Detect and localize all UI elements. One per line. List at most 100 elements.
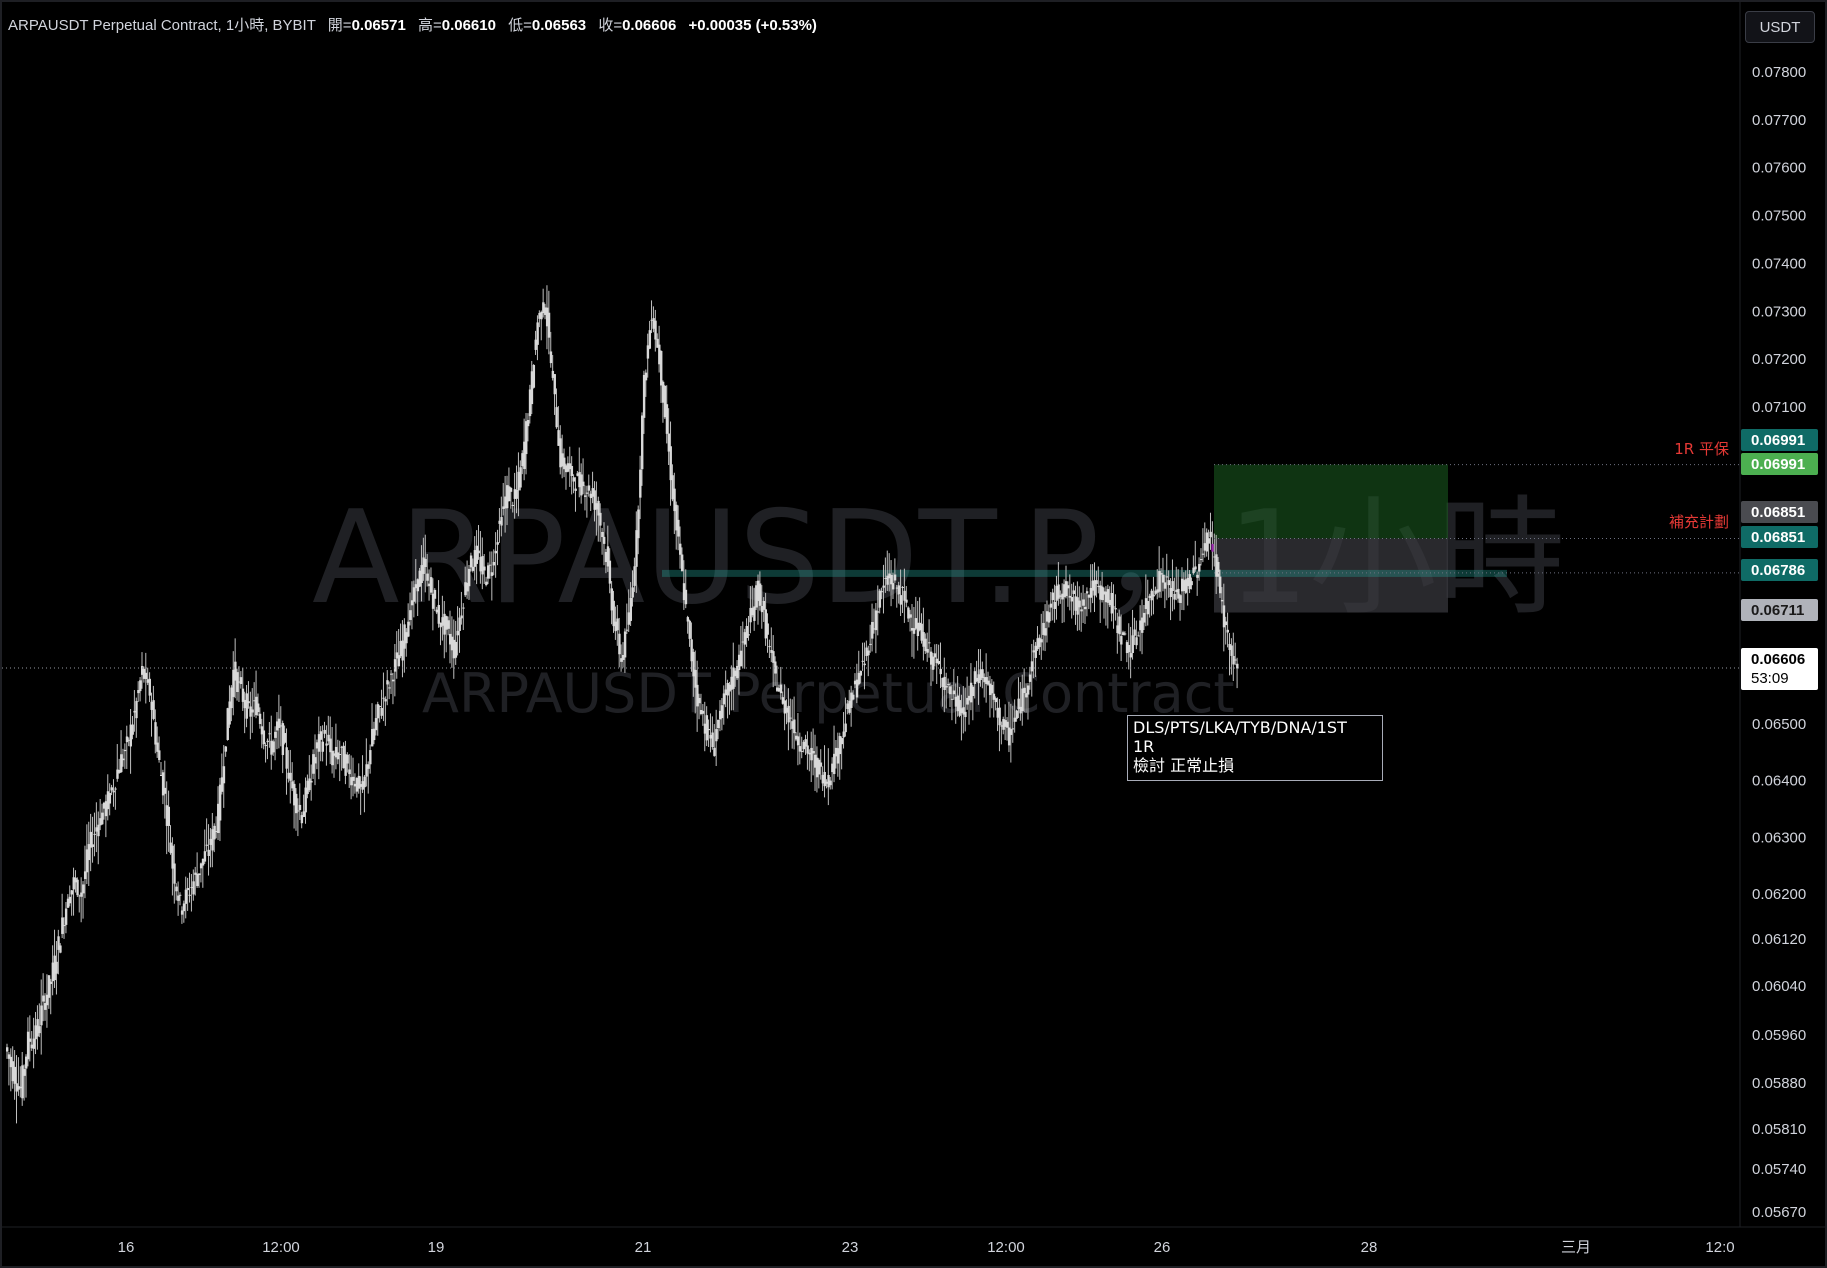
candle-body — [310, 780, 313, 783]
candle-body — [891, 583, 895, 590]
currency-button[interactable]: USDT — [1745, 11, 1815, 43]
candle-body — [625, 629, 629, 631]
candle-body — [458, 617, 461, 631]
legend-high-label: 高= — [417, 17, 442, 34]
candle-body — [279, 725, 283, 727]
candle-body — [72, 877, 75, 890]
candle-body — [1192, 567, 1195, 574]
candle-body — [44, 1003, 47, 1010]
candle-body — [895, 587, 899, 589]
candle-body — [1080, 609, 1083, 612]
note-line: 1R — [1133, 737, 1155, 756]
candle-body — [528, 389, 532, 417]
candle-body — [985, 677, 988, 685]
candle-body — [1142, 612, 1146, 623]
candle-body — [66, 898, 70, 908]
candle-body — [1015, 710, 1018, 719]
candle-body — [646, 345, 650, 359]
candle-body — [762, 600, 766, 610]
candle-body — [1160, 573, 1163, 575]
candle-body — [599, 512, 602, 526]
candle-body — [488, 564, 492, 566]
candle-body — [304, 787, 307, 813]
candle-body — [597, 500, 600, 516]
candle-body — [1057, 584, 1060, 599]
candle-body — [918, 622, 921, 631]
note-line: DLS/PTS/LKA/TYB/DNA/1ST — [1133, 718, 1347, 737]
candle-body — [815, 757, 819, 778]
candle-body — [1190, 581, 1193, 586]
candle-body — [871, 622, 874, 639]
candle-body — [424, 558, 427, 568]
candle-body — [604, 551, 608, 563]
candle-body — [468, 568, 471, 587]
candle-body — [833, 753, 836, 775]
candle-body — [1224, 621, 1228, 626]
candle-body — [534, 339, 537, 350]
candle-body — [344, 754, 347, 776]
candle-body — [507, 486, 511, 502]
candle-body — [739, 650, 743, 667]
candle-body — [648, 330, 652, 349]
candle-body — [869, 643, 872, 645]
candle-body — [1063, 584, 1066, 598]
price-tick-label: 0.06300 — [1752, 829, 1806, 846]
candle-body — [152, 700, 155, 719]
candle-body — [431, 593, 435, 609]
candle-body — [340, 746, 344, 748]
candle-body — [331, 750, 334, 766]
candle-body — [359, 784, 363, 787]
candle-body — [941, 677, 944, 687]
candle-body — [1144, 598, 1148, 609]
candle-body — [825, 781, 828, 784]
candle-body — [1025, 693, 1028, 698]
drawing-labels: 1R 平保 補充計劃 — [1669, 440, 1729, 531]
candle-body — [789, 717, 792, 719]
candle-body — [774, 661, 777, 674]
candle-body — [142, 668, 146, 679]
time-axis[interactable]: 16 12:00 19 21 23 12:00 26 28 三月 12:0 — [2, 1226, 1825, 1256]
candle-body — [635, 530, 638, 567]
candle-body — [542, 302, 545, 314]
candle-body — [680, 554, 684, 572]
candle-body — [616, 618, 619, 631]
candle-body — [749, 607, 752, 623]
candle-body — [321, 741, 325, 752]
candle-body — [994, 698, 998, 703]
candle-body — [905, 599, 908, 603]
candle-body — [123, 749, 127, 752]
candle-body — [570, 466, 574, 477]
candle-body — [199, 863, 203, 869]
price-axis[interactable]: 0.07800 0.07700 0.07600 0.07500 0.07400 0.073… — [1739, 2, 1806, 1227]
candle-body — [114, 788, 117, 790]
candle-body — [59, 945, 62, 953]
candle-body — [964, 711, 967, 718]
price-tag-value: 0.06991 — [1751, 456, 1805, 473]
text-note[interactable]: DLS/PTS/LKA/TYB/DNA/1ST 1R 檢討 正常止損 — [1127, 715, 1383, 781]
candle-body — [1158, 571, 1161, 592]
breakeven-label: 1R 平保 — [1674, 440, 1729, 458]
candle-body — [718, 710, 722, 720]
price-tag-value: 0.06991 — [1751, 432, 1805, 449]
candle-body — [241, 688, 245, 702]
candle-body — [595, 503, 598, 510]
candle-body — [663, 385, 667, 418]
candle-body — [766, 623, 769, 635]
candle-body — [469, 555, 473, 568]
candle-body — [821, 774, 825, 784]
candle-body — [1047, 612, 1051, 623]
candle-body — [171, 845, 174, 869]
candle-body — [237, 681, 241, 683]
candle-body — [930, 651, 933, 665]
candle-body — [933, 653, 937, 658]
candle-body — [876, 611, 880, 613]
legend-title: ARPAUSDT Perpetual Contract, 1小時, BYBIT — [8, 17, 316, 34]
candle-body — [239, 677, 243, 684]
candle-body — [133, 710, 136, 713]
candle-body — [893, 574, 897, 581]
price-tick-label: 0.06120 — [1752, 931, 1806, 948]
candle-body — [572, 477, 575, 482]
candle-body — [897, 585, 901, 595]
